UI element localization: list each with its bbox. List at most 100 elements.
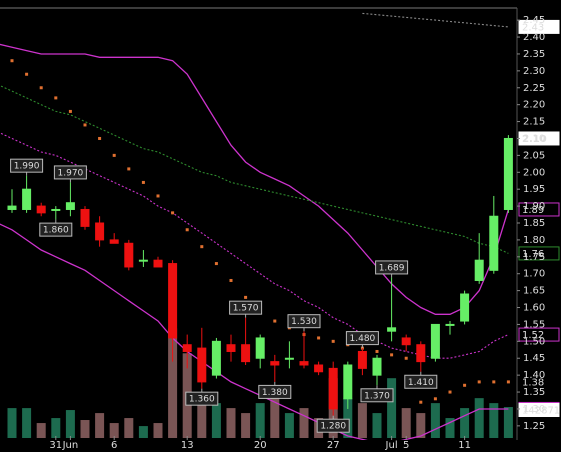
indicator-dot — [448, 390, 452, 394]
x-tick-label: 31 — [49, 440, 62, 451]
candle-body — [430, 323, 440, 359]
plot-area — [0, 12, 513, 440]
candle-body — [241, 344, 251, 363]
volume-bar — [51, 418, 61, 438]
candle-body — [65, 202, 75, 210]
annotation-box — [375, 260, 409, 275]
candle-body — [401, 337, 411, 346]
y-tick-label: 2.20 — [523, 100, 545, 111]
y-tick-label: 1.40 — [523, 370, 545, 381]
annotation-box — [258, 384, 292, 399]
volume-bar — [22, 408, 32, 438]
volume-bar — [489, 403, 499, 438]
last-value-box — [518, 403, 560, 417]
y-tick-label: 1.25 — [523, 421, 545, 432]
volume-bar — [124, 418, 134, 438]
indicator-dot — [10, 59, 14, 63]
indicator-line — [0, 223, 509, 440]
y-tick-label: 1.75 — [523, 252, 545, 263]
last-value-label: 1.76 — [522, 249, 544, 260]
candle-body — [328, 367, 338, 410]
indicator-dot — [156, 194, 160, 198]
annotation-box — [360, 388, 394, 403]
volume-bar — [503, 407, 513, 438]
y-tick-label: 2.10 — [523, 133, 545, 144]
last-value-label: 2.43 — [522, 22, 544, 33]
volume-bar — [168, 328, 178, 438]
indicator-dot — [171, 211, 175, 215]
last-value-label: 1.89 — [522, 205, 544, 216]
indicator-dot — [331, 339, 335, 343]
volume-bar — [153, 423, 163, 438]
candle-body — [299, 361, 309, 366]
y-tick-label: 1.45 — [523, 353, 545, 364]
annotation-label: 1.860 — [43, 226, 69, 236]
annotation-box — [53, 165, 87, 180]
last-value-label: 142871 — [522, 406, 560, 417]
candle-body — [124, 242, 134, 268]
indicator-dot — [214, 262, 218, 266]
last-value-box — [518, 19, 560, 34]
x-tick-label: 13 — [181, 440, 194, 451]
candle-body — [460, 293, 470, 322]
last-value-box — [518, 327, 560, 342]
volume-bar — [387, 378, 397, 438]
indicator-dot — [112, 153, 116, 157]
volume-bar — [343, 398, 353, 438]
candle-body — [22, 188, 32, 210]
indicator-dot — [463, 383, 467, 387]
candle-body — [109, 239, 119, 244]
volume-bar — [7, 408, 17, 438]
indicator-dot — [317, 336, 321, 340]
candle-body — [255, 337, 265, 359]
volume-bar — [65, 410, 75, 438]
y-tick-label: 2.30 — [523, 66, 545, 77]
annotation-box — [229, 300, 263, 315]
candle-body — [226, 344, 236, 352]
last-value-label: 2.10 — [522, 134, 547, 145]
annotation-box — [316, 418, 350, 433]
y-tick-label: 1.50 — [523, 336, 545, 347]
annotation-box — [185, 391, 219, 406]
indicator-dot — [492, 380, 496, 384]
volume-bar — [255, 403, 265, 438]
x-tick-label: 20 — [254, 440, 267, 451]
y-tick-label: 2.05 — [523, 150, 545, 161]
candle-body — [211, 340, 221, 376]
indicator-dot — [127, 167, 131, 171]
annotation-label: 1.360 — [189, 395, 215, 405]
annotation-box — [287, 314, 321, 329]
volume-bar — [241, 413, 251, 438]
indicator-dot — [98, 136, 102, 140]
last-value-label: 1.38 — [522, 377, 544, 388]
indicator-dot — [244, 295, 248, 299]
x-tick-label: 8 — [0, 440, 1, 451]
annotation-label: 1.570 — [233, 304, 259, 314]
x-tick-label: 27 — [327, 440, 340, 451]
y-tick-label: 1.55 — [523, 319, 545, 330]
candle-body — [36, 205, 46, 214]
volume-bar — [401, 408, 411, 438]
volume-bar — [197, 398, 207, 438]
volume-bar — [430, 403, 440, 438]
x-tick-label: 11 — [458, 440, 471, 451]
x-tick-label: Jul — [385, 440, 398, 451]
candle-body — [357, 350, 367, 369]
x-tick-label: 6 — [111, 440, 117, 451]
last-value-box — [518, 202, 560, 217]
x-tick-label: 5 — [403, 440, 409, 451]
last-value-box — [518, 374, 560, 389]
annotation-label: 1.970 — [58, 168, 84, 178]
overlay: 1.990 1.860 1.970 1.360 1.570 1.380 1.530 1.280… — [10, 19, 560, 433]
volume-bar — [109, 423, 119, 438]
y-tick-label: 1.30 — [523, 404, 545, 415]
candle-body — [168, 263, 178, 339]
indicator-dot — [506, 380, 510, 384]
candle-body — [416, 344, 426, 363]
candle-body — [489, 215, 499, 271]
candle-body — [503, 137, 513, 210]
candle-body — [270, 361, 280, 366]
annotation-box — [345, 331, 379, 346]
x-tick-label: Jun — [62, 440, 79, 451]
indicator-dot — [273, 319, 277, 323]
